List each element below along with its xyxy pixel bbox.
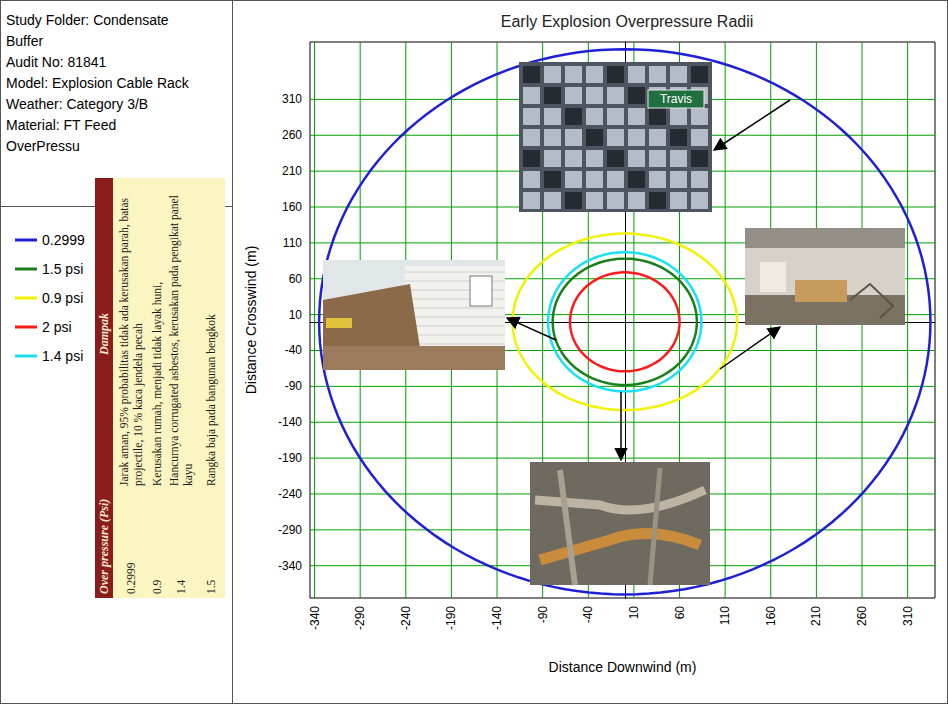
svg-text:-90: -90	[285, 379, 303, 393]
svg-text:210: 210	[282, 164, 302, 178]
svg-text:-190: -190	[278, 451, 302, 465]
html-text:Audit No: 81841: Audit No: 81841	[6, 54, 107, 70]
svg-text:-340: -340	[308, 606, 322, 630]
svg-text:-40: -40	[581, 606, 595, 624]
svg-text:-240: -240	[278, 487, 302, 501]
svg-text:310: 310	[282, 92, 302, 106]
svg-text:-190: -190	[444, 606, 458, 630]
html-text:0.2999: 0.2999	[125, 562, 137, 594]
svg-text:1.5 psi: 1.5 psi	[42, 261, 83, 277]
svg-text:Early Explosion Overpressure R: Early Explosion Overpressure Radii	[501, 13, 754, 30]
html-text:1.4: 1.4	[175, 579, 187, 594]
html-text:Kerusakan rumah, menjadi tidak: Kerusakan rumah, menjadi tidak layak hun…	[151, 281, 163, 486]
svg-text:60: 60	[673, 606, 687, 620]
html-text:Over pressure (Psi): Over pressure (Psi)	[96, 498, 111, 594]
svg-text:210: 210	[809, 606, 823, 626]
svg-text:160: 160	[282, 200, 302, 214]
svg-text:0.9 psi: 0.9 psi	[42, 290, 83, 306]
html-text:OverPressu: OverPressu	[6, 138, 80, 154]
svg-text:160: 160	[764, 606, 778, 626]
svg-text:-340: -340	[278, 559, 302, 573]
svg-text:-90: -90	[536, 606, 550, 624]
html-text:Weather: Category 3/B: Weather: Category 3/B	[6, 96, 149, 112]
svg-text:260: 260	[282, 128, 302, 142]
svg-text:-140: -140	[490, 606, 504, 630]
svg-text:-40: -40	[285, 343, 303, 357]
svg-text:60: 60	[289, 272, 303, 286]
html-text:1.5: 1.5	[205, 579, 217, 594]
html-text:Study Folder: Condensate Buffe: Study Folder: Condensate Buffer	[6, 12, 169, 49]
svg-text:1.4 psi: 1.4 psi	[42, 348, 83, 364]
svg-text:Distance Crosswind (m): Distance Crosswind (m)	[243, 246, 259, 395]
svg-text:0.2999: 0.2999	[42, 232, 85, 248]
html-text:Hancurnya corrugated asbestos,: Hancurnya corrugated asbestos, kerusakan…	[168, 195, 194, 486]
svg-text:-290: -290	[278, 523, 302, 537]
svg-text:Distance Downwind (m): Distance Downwind (m)	[549, 659, 697, 675]
html-text:0.9: 0.9	[151, 579, 163, 594]
svg-text:2 psi: 2 psi	[42, 319, 72, 335]
html-text:Rangka baja pada bangunan beng: Rangka baja pada bangunan bengkok	[205, 314, 217, 486]
svg-text:10: 10	[627, 606, 641, 620]
svg-text:Travis: Travis	[660, 92, 692, 106]
svg-text:10: 10	[289, 308, 303, 322]
svg-text:310: 310	[901, 606, 915, 626]
html-text:Model: Explosion Cable Rack: Model: Explosion Cable Rack	[6, 75, 189, 91]
html-text:Jarak aman, 95% probabilitas t: Jarak aman, 95% probabilitas tidak ada k…	[118, 198, 144, 486]
svg-text:260: 260	[855, 606, 869, 626]
svg-text:-140: -140	[278, 415, 302, 429]
html-text:Material: FT Feed: Material: FT Feed	[6, 117, 117, 133]
svg-text:-290: -290	[353, 606, 367, 630]
svg-text:110: 110	[718, 606, 732, 625]
html-text:Dampak: Dampak	[96, 313, 111, 355]
svg-text:-240: -240	[399, 606, 413, 630]
svg-text:110: 110	[283, 236, 302, 250]
